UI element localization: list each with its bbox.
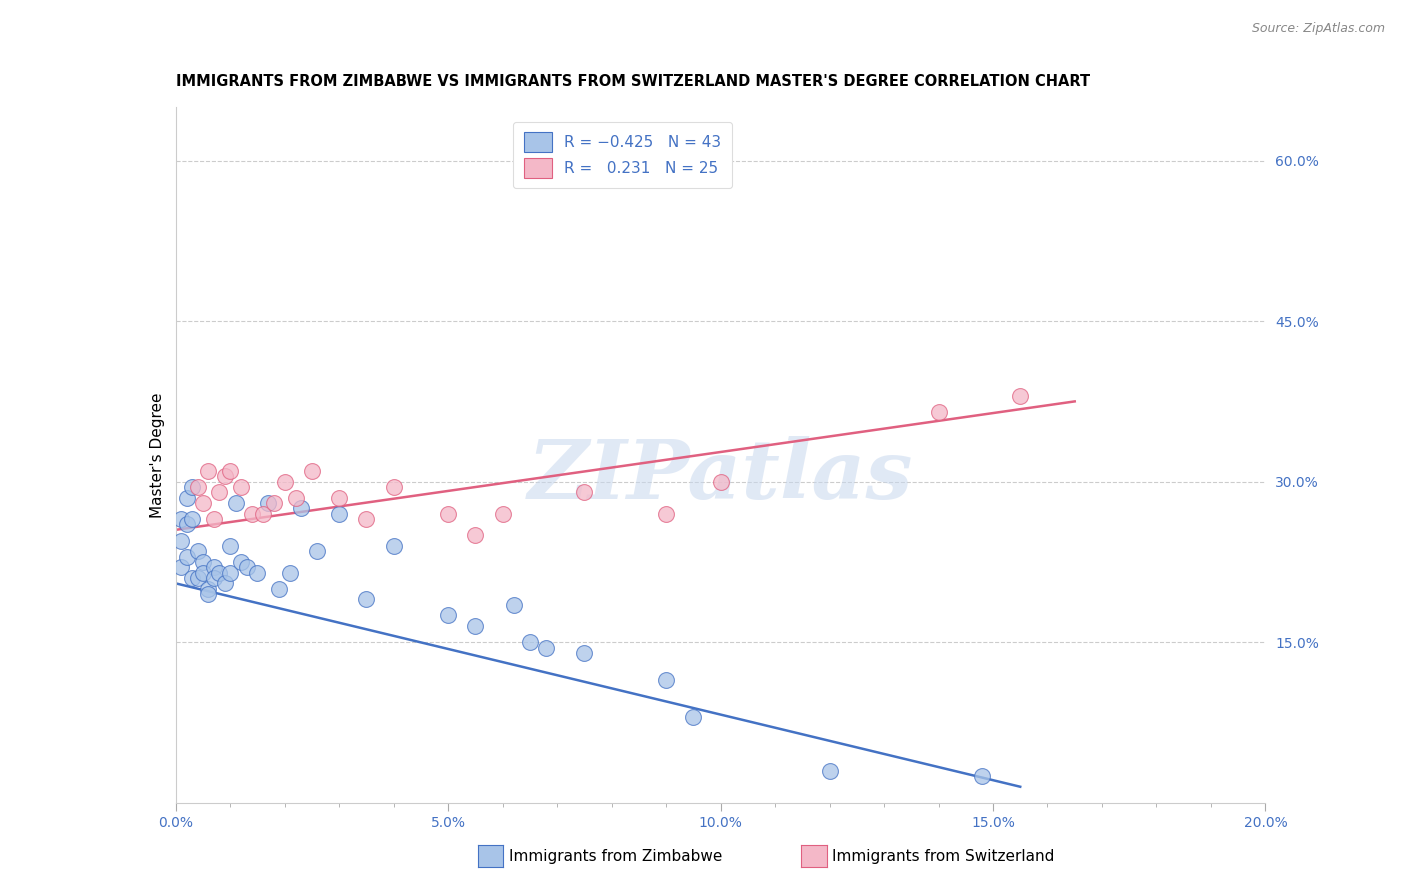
Point — [574, 646, 596, 660]
Point — [818, 764, 841, 778]
Point — [928, 405, 950, 419]
Point — [502, 598, 524, 612]
Point — [246, 566, 269, 580]
Y-axis label: Master's Degree: Master's Degree — [149, 392, 165, 517]
Text: Source: ZipAtlas.com: Source: ZipAtlas.com — [1251, 22, 1385, 36]
Point — [464, 619, 486, 633]
Point — [356, 592, 378, 607]
Point — [202, 512, 225, 526]
Point — [574, 485, 596, 500]
Point — [437, 608, 460, 623]
Point — [186, 480, 209, 494]
Point — [202, 560, 225, 574]
Text: Immigrants from Zimbabwe: Immigrants from Zimbabwe — [509, 849, 723, 863]
Point — [225, 496, 247, 510]
Point — [191, 555, 214, 569]
Point — [382, 480, 405, 494]
Point — [252, 507, 274, 521]
Point — [181, 480, 204, 494]
Point — [257, 496, 280, 510]
Point — [534, 640, 557, 655]
Point — [208, 485, 231, 500]
Point — [191, 496, 214, 510]
Point — [274, 475, 297, 489]
Text: Immigrants from Switzerland: Immigrants from Switzerland — [832, 849, 1054, 863]
Point — [214, 576, 236, 591]
Point — [170, 560, 193, 574]
Point — [186, 544, 209, 558]
Point — [219, 464, 242, 478]
Point — [170, 512, 193, 526]
Point — [356, 512, 378, 526]
Point — [269, 582, 291, 596]
Point — [301, 464, 323, 478]
Point — [176, 491, 198, 505]
Point — [655, 507, 678, 521]
Point — [682, 710, 704, 724]
Point — [328, 491, 350, 505]
Text: IMMIGRANTS FROM ZIMBABWE VS IMMIGRANTS FROM SWITZERLAND MASTER'S DEGREE CORRELAT: IMMIGRANTS FROM ZIMBABWE VS IMMIGRANTS F… — [176, 74, 1090, 89]
Point — [197, 464, 219, 478]
Point — [235, 560, 257, 574]
Legend: R = −0.425   N = 43, R =   0.231   N = 25: R = −0.425 N = 43, R = 0.231 N = 25 — [513, 121, 731, 188]
Point — [231, 480, 253, 494]
Point — [284, 491, 307, 505]
Point — [202, 571, 225, 585]
Point — [307, 544, 329, 558]
Point — [197, 587, 219, 601]
Point — [208, 566, 231, 580]
Point — [176, 517, 198, 532]
Point — [278, 566, 301, 580]
Point — [464, 528, 486, 542]
Point — [181, 571, 204, 585]
Point — [655, 673, 678, 687]
Point — [170, 533, 193, 548]
Point — [492, 507, 515, 521]
Point — [382, 539, 405, 553]
Point — [710, 475, 733, 489]
Point — [263, 496, 285, 510]
Point — [219, 566, 242, 580]
Point — [214, 469, 236, 483]
Point — [240, 507, 263, 521]
Point — [437, 507, 460, 521]
Point — [191, 566, 214, 580]
Text: ZIPatlas: ZIPatlas — [527, 436, 914, 516]
Point — [519, 635, 541, 649]
Point — [970, 769, 993, 783]
Point — [1010, 389, 1032, 403]
Point — [186, 571, 209, 585]
Point — [181, 512, 204, 526]
Point — [197, 582, 219, 596]
Point — [290, 501, 312, 516]
Point — [231, 555, 253, 569]
Point — [328, 507, 350, 521]
Point — [176, 549, 198, 564]
Point — [219, 539, 242, 553]
